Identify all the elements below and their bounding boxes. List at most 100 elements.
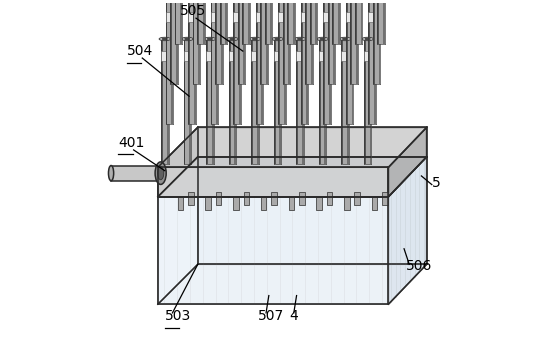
Polygon shape xyxy=(321,39,325,164)
Polygon shape xyxy=(278,12,286,22)
Polygon shape xyxy=(298,39,302,164)
Ellipse shape xyxy=(320,38,325,40)
Polygon shape xyxy=(240,0,243,84)
Polygon shape xyxy=(176,0,178,84)
Polygon shape xyxy=(244,191,249,205)
Polygon shape xyxy=(198,157,427,264)
Polygon shape xyxy=(172,0,176,84)
Ellipse shape xyxy=(108,166,114,181)
Polygon shape xyxy=(361,0,362,44)
Polygon shape xyxy=(215,0,217,84)
Polygon shape xyxy=(225,0,227,44)
Polygon shape xyxy=(346,12,354,22)
Polygon shape xyxy=(323,12,331,22)
Polygon shape xyxy=(355,191,360,205)
Polygon shape xyxy=(233,197,239,210)
Ellipse shape xyxy=(249,37,261,41)
Polygon shape xyxy=(276,39,279,164)
Polygon shape xyxy=(271,191,277,205)
Polygon shape xyxy=(332,0,334,44)
Polygon shape xyxy=(382,191,388,205)
Polygon shape xyxy=(341,39,343,164)
Polygon shape xyxy=(383,0,385,44)
Polygon shape xyxy=(203,0,205,44)
Polygon shape xyxy=(244,0,248,44)
Polygon shape xyxy=(296,39,298,164)
Polygon shape xyxy=(238,0,240,84)
Polygon shape xyxy=(289,0,293,44)
Polygon shape xyxy=(229,39,230,164)
Polygon shape xyxy=(248,0,250,44)
Polygon shape xyxy=(344,197,350,210)
Polygon shape xyxy=(178,197,183,210)
Polygon shape xyxy=(369,0,370,124)
Polygon shape xyxy=(251,51,259,62)
Polygon shape xyxy=(372,197,377,210)
Polygon shape xyxy=(253,39,257,164)
Polygon shape xyxy=(208,39,212,164)
Ellipse shape xyxy=(207,38,213,40)
Polygon shape xyxy=(284,0,286,124)
Polygon shape xyxy=(302,39,304,164)
Text: 4: 4 xyxy=(290,309,299,323)
Ellipse shape xyxy=(164,0,175,1)
Polygon shape xyxy=(366,39,370,164)
Polygon shape xyxy=(388,157,427,304)
Polygon shape xyxy=(161,39,163,164)
Polygon shape xyxy=(158,127,198,197)
Ellipse shape xyxy=(366,0,378,1)
Polygon shape xyxy=(158,197,388,304)
Ellipse shape xyxy=(317,37,329,41)
Polygon shape xyxy=(285,0,289,84)
Polygon shape xyxy=(216,0,218,124)
Polygon shape xyxy=(301,0,302,124)
Polygon shape xyxy=(242,0,244,44)
Polygon shape xyxy=(343,39,347,164)
Polygon shape xyxy=(279,39,281,164)
Polygon shape xyxy=(330,0,334,84)
Polygon shape xyxy=(311,0,313,84)
Ellipse shape xyxy=(344,0,355,1)
Polygon shape xyxy=(206,39,208,164)
Polygon shape xyxy=(243,0,245,84)
Polygon shape xyxy=(287,0,289,44)
Polygon shape xyxy=(233,12,241,22)
Polygon shape xyxy=(158,127,427,167)
Ellipse shape xyxy=(276,0,287,1)
Polygon shape xyxy=(289,197,294,210)
Polygon shape xyxy=(213,0,216,124)
Polygon shape xyxy=(282,0,285,84)
Polygon shape xyxy=(198,0,200,84)
Polygon shape xyxy=(370,39,371,164)
Polygon shape xyxy=(256,0,258,124)
Polygon shape xyxy=(325,39,326,164)
Polygon shape xyxy=(166,39,169,164)
Polygon shape xyxy=(319,39,321,164)
Polygon shape xyxy=(373,0,375,84)
Polygon shape xyxy=(375,0,379,84)
Ellipse shape xyxy=(321,0,333,1)
Polygon shape xyxy=(158,264,427,304)
Ellipse shape xyxy=(275,38,280,40)
Polygon shape xyxy=(221,0,225,44)
Ellipse shape xyxy=(365,38,370,40)
Polygon shape xyxy=(234,39,236,164)
Polygon shape xyxy=(328,0,330,84)
Polygon shape xyxy=(302,0,306,124)
Polygon shape xyxy=(158,167,388,197)
Ellipse shape xyxy=(231,0,243,1)
Polygon shape xyxy=(165,12,173,22)
Polygon shape xyxy=(188,0,190,124)
Polygon shape xyxy=(261,197,266,210)
Ellipse shape xyxy=(230,38,235,40)
Polygon shape xyxy=(256,12,263,22)
Polygon shape xyxy=(188,12,196,22)
Polygon shape xyxy=(270,0,273,44)
Polygon shape xyxy=(350,0,352,84)
Polygon shape xyxy=(184,51,191,62)
Polygon shape xyxy=(307,0,311,84)
Ellipse shape xyxy=(186,0,198,1)
Polygon shape xyxy=(230,39,234,164)
Polygon shape xyxy=(266,0,270,44)
Polygon shape xyxy=(299,191,305,205)
